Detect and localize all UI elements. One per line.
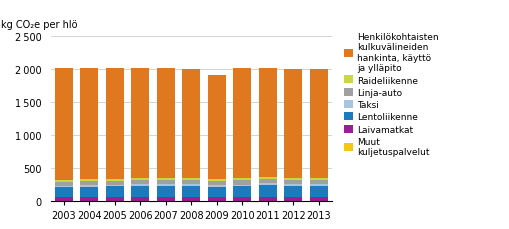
Bar — [208, 197, 225, 201]
Bar — [259, 69, 276, 177]
Bar — [182, 197, 200, 201]
Bar — [157, 178, 174, 180]
Bar — [182, 69, 200, 178]
Bar — [208, 201, 225, 202]
Bar — [157, 201, 174, 202]
Bar — [259, 198, 276, 201]
Bar — [106, 197, 124, 201]
Bar — [284, 178, 302, 180]
Bar — [182, 186, 200, 197]
Bar — [55, 201, 73, 202]
Bar — [131, 180, 149, 184]
Bar — [106, 201, 124, 202]
Bar — [233, 201, 251, 202]
Bar — [106, 69, 124, 179]
Bar — [55, 197, 73, 201]
Bar — [80, 187, 98, 197]
Bar — [208, 75, 225, 179]
Bar — [182, 184, 200, 186]
Bar — [233, 180, 251, 185]
Bar — [284, 198, 302, 201]
Bar — [80, 69, 98, 179]
Bar — [259, 179, 276, 183]
Bar — [106, 187, 124, 197]
Legend: Henkilökohtaisten
kulkuvälineiden
hankinta, käyttö
ja ylläpito, Raideliikenne, L: Henkilökohtaisten kulkuvälineiden hankin… — [344, 33, 438, 157]
Bar — [233, 69, 251, 178]
Bar — [208, 181, 225, 185]
Bar — [309, 184, 327, 186]
Bar — [233, 185, 251, 186]
Bar — [131, 197, 149, 201]
Bar — [55, 186, 73, 188]
Bar — [259, 185, 276, 198]
Bar — [182, 201, 200, 202]
Bar — [284, 184, 302, 186]
Bar — [233, 186, 251, 198]
Bar — [233, 198, 251, 201]
Text: kg CO₂e per hlö: kg CO₂e per hlö — [1, 20, 77, 30]
Bar — [131, 68, 149, 178]
Bar — [284, 70, 302, 178]
Bar — [284, 186, 302, 198]
Bar — [55, 188, 73, 197]
Bar — [259, 183, 276, 185]
Bar — [55, 182, 73, 186]
Bar — [80, 179, 98, 181]
Bar — [131, 186, 149, 197]
Bar — [309, 180, 327, 184]
Bar — [80, 185, 98, 187]
Bar — [106, 185, 124, 187]
Bar — [208, 179, 225, 181]
Bar — [208, 185, 225, 187]
Bar — [309, 178, 327, 180]
Bar — [233, 178, 251, 180]
Bar — [131, 178, 149, 180]
Bar — [309, 201, 327, 202]
Bar — [309, 186, 327, 198]
Bar — [106, 179, 124, 181]
Bar — [55, 69, 73, 180]
Bar — [157, 180, 174, 184]
Bar — [259, 201, 276, 202]
Bar — [284, 201, 302, 202]
Bar — [131, 201, 149, 202]
Bar — [284, 180, 302, 184]
Bar — [182, 178, 200, 180]
Bar — [55, 180, 73, 182]
Bar — [80, 201, 98, 202]
Bar — [131, 184, 149, 186]
Bar — [157, 184, 174, 186]
Bar — [182, 180, 200, 184]
Bar — [106, 181, 124, 185]
Bar — [80, 181, 98, 185]
Bar — [259, 177, 276, 179]
Bar — [157, 186, 174, 197]
Bar — [157, 197, 174, 201]
Bar — [309, 198, 327, 201]
Bar — [80, 197, 98, 201]
Bar — [309, 70, 327, 178]
Bar — [157, 68, 174, 178]
Bar — [208, 187, 225, 197]
